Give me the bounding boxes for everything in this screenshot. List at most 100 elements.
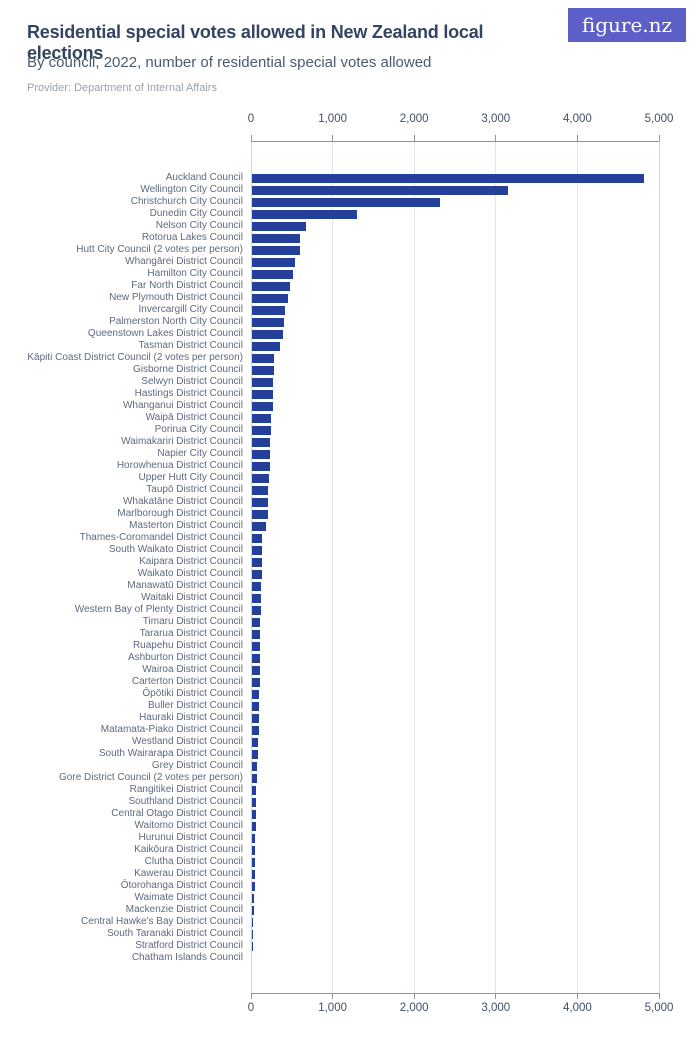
vote-bar (252, 366, 274, 375)
vote-bar (252, 450, 271, 459)
council-label: Masterton District Council (129, 520, 243, 531)
bottom-axis-line (251, 992, 659, 994)
vote-bar (252, 282, 290, 291)
council-label: Chatham Islands Council (131, 952, 243, 963)
top-axis-line (251, 140, 659, 142)
bottom-axis-tick (250, 993, 252, 999)
council-label: Ruapehu District Council (132, 640, 243, 651)
vote-bar (252, 474, 270, 483)
council-label: Gisborne District Council (132, 364, 243, 375)
council-label: Tasman District Council (138, 340, 243, 351)
council-label: Waipā District Council (145, 412, 243, 423)
council-label: Ōpōtiki District Council (142, 688, 243, 699)
council-label: Hamilton City Council (147, 268, 243, 279)
bottom-axis-tick (495, 993, 497, 999)
council-label: Whanganui District Council (122, 400, 243, 411)
council-label: Thames-Coromandel District Council (79, 532, 243, 543)
vote-bar (252, 786, 257, 795)
vote-bar (252, 378, 273, 387)
top-axis-tick (413, 135, 415, 141)
council-label: Far North District Council (131, 280, 243, 291)
vote-bar (252, 834, 256, 843)
vote-bar (252, 174, 644, 183)
vote-bar (252, 462, 270, 471)
vote-bar (252, 522, 267, 531)
council-label: Rotorua Lakes Council (141, 232, 243, 243)
council-label: Western Bay of Plenty District Council (74, 604, 243, 615)
council-label: Whangārei District Council (125, 256, 243, 267)
vote-bar (252, 882, 255, 891)
vote-bar (252, 198, 441, 207)
figure-nz-logo[interactable]: figure.nz (568, 8, 686, 42)
vote-bar (252, 306, 285, 315)
council-label: New Plymouth District Council (109, 292, 243, 303)
vote-bar (252, 690, 260, 699)
vote-bar (252, 606, 261, 615)
council-label: South Waikato District Council (108, 544, 243, 555)
vote-bar (252, 594, 262, 603)
council-label: Invercargill City Council (138, 304, 243, 315)
vote-bar (252, 858, 256, 867)
bottom-axis-tick-label: 0 (247, 1002, 255, 1014)
council-label: Whakatāne District Council (122, 496, 243, 507)
council-label: Central Hawke's Bay District Council (81, 916, 243, 927)
council-label: Kāpiti Coast District Council (2 votes p… (27, 352, 243, 363)
vote-bar (252, 342, 280, 351)
vote-bar (252, 210, 358, 219)
vote-bar (252, 390, 273, 399)
vertical-gridline (413, 141, 415, 993)
council-label: Waimakariri District Council (121, 436, 243, 447)
bottom-axis-tick-label: 3,000 (481, 1002, 511, 1014)
vote-bar (252, 906, 255, 915)
bottom-axis-tick-label: 2,000 (399, 1002, 429, 1014)
top-axis-tick (332, 135, 334, 141)
council-label: Grey District Council (151, 760, 243, 771)
vote-bar (252, 570, 262, 579)
vote-bar (252, 510, 268, 519)
vote-bar (252, 702, 259, 711)
vote-bar (252, 318, 285, 327)
council-label: Mackenzie District Council (125, 904, 243, 915)
vote-bar (252, 870, 255, 879)
vote-bar (252, 822, 256, 831)
plot-border-line (250, 141, 252, 993)
vote-bar (252, 558, 262, 567)
vote-bar (252, 498, 269, 507)
council-label: Upper Hutt City Council (138, 472, 243, 483)
council-label: Kaikōura District Council (134, 844, 243, 855)
vote-bar (252, 330, 283, 339)
vertical-gridline (576, 141, 578, 993)
council-label: Hutt City Council (2 votes per person) (76, 244, 243, 255)
vertical-gridline (495, 141, 497, 993)
top-axis-tick-label: 1,000 (318, 113, 347, 125)
council-label: Central Otago District Council (111, 808, 243, 819)
council-label: Selwyn District Council (141, 376, 243, 387)
council-label: Timaru District Council (142, 616, 243, 627)
council-label: Hastings District Council (134, 388, 243, 399)
vote-bar (252, 534, 262, 543)
vote-bar (252, 630, 261, 639)
bottom-axis-tick (658, 993, 660, 999)
vote-bar (252, 774, 257, 783)
plot-border-line (658, 141, 660, 993)
council-label: Westland District Council (132, 736, 243, 747)
council-label: Hauraki District Council (139, 712, 243, 723)
top-axis-tick (250, 135, 252, 141)
council-label: Nelson City Council (155, 220, 243, 231)
vertical-gridline (332, 141, 334, 993)
vote-bar (252, 438, 271, 447)
vote-bar (252, 642, 261, 651)
council-label: Taupō District Council (146, 484, 243, 495)
council-label: Waitaki District Council (141, 592, 243, 603)
vote-bar (252, 894, 255, 903)
council-label: Queenstown Lakes District Council (87, 328, 243, 339)
vote-bar (252, 714, 259, 723)
council-label: South Wairarapa District Council (98, 748, 243, 759)
vote-bar (252, 726, 259, 735)
bottom-axis-tick-label: 5,000 (644, 1002, 674, 1014)
council-label: Dunedin City Council (149, 208, 243, 219)
council-label: Christchurch City Council (130, 196, 243, 207)
vote-bar (252, 798, 256, 807)
council-label: Southland District Council (128, 796, 244, 807)
